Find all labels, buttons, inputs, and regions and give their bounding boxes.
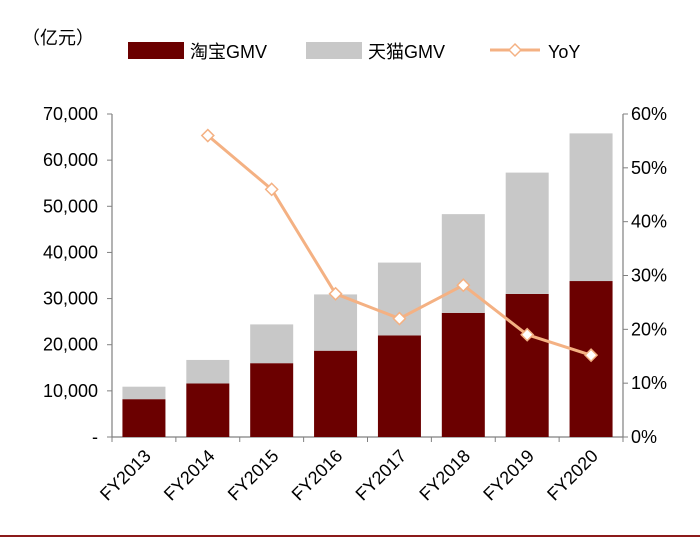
legend: 淘宝GMV 天猫GMV YoY (128, 42, 580, 62)
x-tick-label: FY2020 (543, 446, 602, 505)
x-tick-label: FY2019 (479, 446, 538, 505)
bar-tmall (186, 359, 230, 384)
yoy-point (200, 128, 215, 143)
bar-taobao (377, 335, 421, 437)
bar-tmall (250, 324, 294, 364)
x-tick-label: FY2017 (352, 446, 411, 505)
bar-taobao (314, 350, 358, 437)
bar-tmall (122, 386, 166, 400)
y-left-tick-label: 20,000 (43, 335, 98, 355)
y-right-tick-label: 0% (631, 427, 657, 447)
legend-label-taobao: 淘宝GMV (190, 42, 267, 62)
unit-label: （亿元） (22, 28, 94, 48)
bar-tmall (314, 294, 358, 351)
y-left-tick-label: 30,000 (43, 289, 98, 309)
bar-tmall (569, 133, 613, 282)
legend-item-taobao: 淘宝GMV (128, 42, 267, 62)
legend-label-tmall: 天猫GMV (368, 42, 445, 62)
y-right-tick-label: 50% (631, 158, 667, 178)
y-left-tick-label: 40,000 (43, 242, 98, 262)
y-right-tick-label: 40% (631, 212, 667, 232)
y-left-tick-label: 60,000 (43, 150, 98, 170)
bar-tmall (505, 172, 549, 294)
taobao-swatch-icon (128, 42, 184, 59)
legend-item-tmall: 天猫GMV (306, 42, 445, 62)
yoy-point (328, 286, 343, 301)
y-right-tick-label: 60% (631, 104, 667, 124)
y-left-tick-label: - (92, 427, 98, 447)
bar-taobao (505, 293, 549, 437)
legend-label-yoy: YoY (548, 42, 580, 62)
yoy-point (264, 182, 279, 197)
yoy-point (520, 327, 535, 342)
yoy-point (456, 278, 471, 293)
plot-area: - 10,000 20,000 30,000 40,000 50,000 60,000 70,… (0, 104, 700, 537)
x-tick-label: FY2015 (224, 446, 283, 505)
bar-taobao (441, 312, 485, 437)
yoy-point (584, 348, 599, 363)
legend-item-yoy: YoY (490, 42, 580, 62)
y-right-tick-label: 20% (631, 319, 667, 339)
y-left-tick-label: 50,000 (43, 196, 98, 216)
tmall-swatch-icon (306, 42, 362, 59)
y-left-tick-label: 10,000 (43, 381, 98, 401)
yoy-diamond-icon (507, 42, 523, 58)
y-right-tick-label: 30% (631, 266, 667, 286)
y-left-tick-label: 70,000 (43, 104, 98, 124)
bar-taobao (122, 399, 166, 437)
yoy-point (392, 311, 407, 326)
x-tick-label: FY2016 (288, 446, 347, 505)
x-tick-label: FY2018 (415, 446, 474, 505)
bar-taobao (186, 383, 230, 437)
y-right-tick-label: 10% (631, 373, 667, 393)
x-tick-label: FY2013 (96, 446, 155, 505)
bar-taobao (250, 363, 294, 437)
x-tick-label: FY2014 (160, 446, 219, 505)
